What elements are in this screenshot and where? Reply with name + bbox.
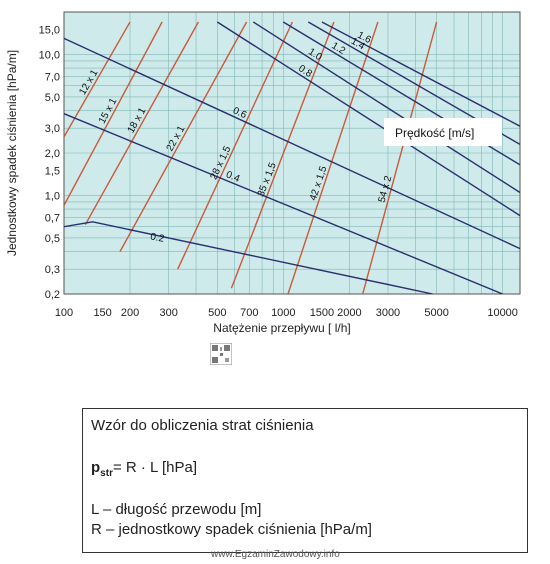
- chart: 12 x 115 x 1 18 x 122 x 128 x 1,5 35 x 1,5…: [5, 11, 521, 335]
- x-tick-label: 1500: [310, 307, 334, 319]
- pipe-line: [177, 21, 294, 270]
- pipe-line: [64, 21, 163, 206]
- velocity-line-label: 0.2: [149, 231, 165, 244]
- x-tick-label: 3000: [376, 307, 400, 319]
- y-tick-label: 15,0: [39, 25, 60, 37]
- y-tick-label: 1,0: [45, 190, 60, 202]
- x-tick-label: 300: [159, 307, 177, 319]
- y-tick-label: 1,5: [45, 166, 60, 178]
- x-tick-label: 500: [208, 307, 226, 319]
- velocity-line-label: 0.6: [231, 105, 249, 121]
- formula-definition-r: R – jednostkowy spadek ciśnienia [hPa/m]: [91, 521, 372, 538]
- velocity-line: [252, 21, 520, 194]
- velocity-line-label: 0.4: [224, 169, 241, 185]
- x-tick-label: 5000: [424, 307, 448, 319]
- y-tick-label: 3,0: [45, 123, 60, 135]
- x-tick-label: 1000: [271, 307, 295, 319]
- legend-box: [384, 118, 502, 146]
- formula-equation: pstr= R · L [hPa]: [91, 459, 197, 479]
- velocity-line: [64, 113, 503, 294]
- velocity-line: [64, 37, 520, 250]
- formula-subscript: str: [100, 468, 113, 479]
- pipe-line: [119, 21, 248, 252]
- formula-rest: = R · L [hPa]: [112, 459, 198, 476]
- y-tick-label: 0,2: [45, 289, 60, 301]
- legend-label: Prędkość [m/s]: [395, 126, 474, 140]
- formula-box: Wzór do obliczenia strat ciśnienia pstr=…: [82, 408, 528, 553]
- x-tick-label: 150: [93, 307, 111, 319]
- y-tick-label: 0,7: [45, 212, 60, 224]
- x-axis-title: Natężenie przepływu [ l/h]: [213, 321, 350, 335]
- formula-definition-l: L – długość przewodu [m]: [91, 501, 262, 518]
- pipe-line: [230, 21, 335, 289]
- x-tick-label: 2000: [337, 307, 361, 319]
- y-tick-label: 10,0: [39, 49, 60, 61]
- formula-title: Wzór do obliczenia strat ciśnienia: [91, 417, 314, 434]
- plot-border: [63, 11, 521, 295]
- velocity-line: [321, 21, 520, 127]
- y-tick-label: 5,0: [45, 92, 60, 104]
- watermark: www.EgzaminZawodowy.info: [211, 549, 340, 560]
- formula-symbol: p: [91, 459, 101, 476]
- velocity-line: [216, 21, 520, 217]
- velocity-line: [64, 221, 433, 294]
- qr-code-icon: [210, 343, 232, 365]
- y-tick-label: 0,3: [45, 264, 60, 276]
- pipe-line: [362, 21, 438, 294]
- pipe-line: [287, 21, 379, 294]
- y-tick-label: 0,5: [45, 233, 60, 245]
- x-tick-label: 10000: [487, 307, 518, 319]
- x-tick-label: 100: [55, 307, 73, 319]
- pipe-line: [84, 21, 200, 226]
- y-tick-label: 2,0: [45, 148, 60, 160]
- x-tick-label: 700: [240, 307, 258, 319]
- x-tick-label: 200: [121, 307, 139, 319]
- y-tick-label: 7,0: [45, 71, 60, 83]
- y-axis-title: Jednostkowy spadek ciśnienia [hPa/m]: [5, 50, 19, 256]
